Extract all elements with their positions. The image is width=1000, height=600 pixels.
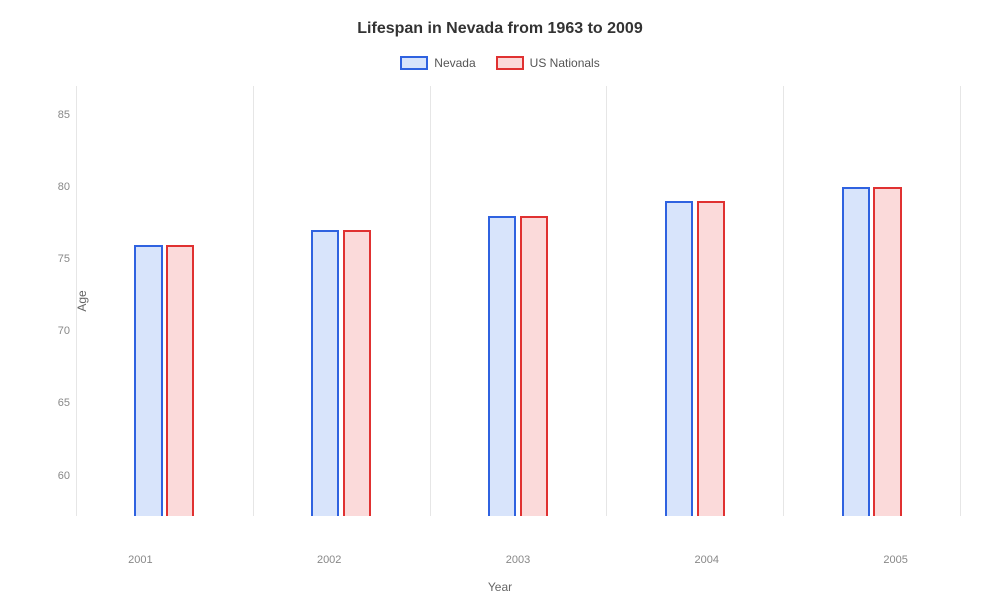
- bar: [134, 245, 162, 516]
- y-tick: 60: [36, 470, 70, 482]
- plot-area: Age 606570758085: [76, 86, 960, 516]
- legend-item-nevada: Nevada: [400, 56, 475, 70]
- x-axis-label: Year: [0, 580, 1000, 594]
- gridline: [783, 86, 784, 516]
- legend-swatch-nevada: [400, 56, 428, 70]
- y-tick: 75: [36, 253, 70, 265]
- gridline: [960, 86, 961, 516]
- x-tick: 2005: [883, 554, 907, 566]
- bar: [665, 201, 693, 516]
- bar: [343, 230, 371, 516]
- x-tick: 2004: [695, 554, 719, 566]
- chart-title: Lifespan in Nevada from 1963 to 2009: [30, 20, 970, 38]
- y-tick: 65: [36, 397, 70, 409]
- bars-layer: [76, 86, 960, 516]
- bar: [488, 216, 516, 516]
- legend: Nevada US Nationals: [30, 56, 970, 70]
- y-axis-ticks: 60 65 70 75 80 85: [36, 86, 70, 516]
- bar: [873, 187, 901, 516]
- gridline: [606, 86, 607, 516]
- x-tick: 2003: [506, 554, 530, 566]
- legend-item-us-nationals: US Nationals: [496, 56, 600, 70]
- legend-label-us-nationals: US Nationals: [530, 56, 600, 70]
- bar: [520, 216, 548, 516]
- y-tick: 80: [36, 181, 70, 193]
- bar: [697, 201, 725, 516]
- y-tick: 85: [36, 109, 70, 121]
- plot: [76, 86, 960, 516]
- gridline: [253, 86, 254, 516]
- legend-label-nevada: Nevada: [434, 56, 475, 70]
- gridline: [76, 86, 77, 516]
- chart-container: Lifespan in Nevada from 1963 to 2009 Nev…: [0, 0, 1000, 600]
- legend-swatch-us-nationals: [496, 56, 524, 70]
- gridline: [430, 86, 431, 516]
- bar: [166, 245, 194, 516]
- y-tick: 70: [36, 325, 70, 337]
- x-axis-ticks: 2001 2002 2003 2004 2005: [46, 550, 990, 570]
- bar: [842, 187, 870, 516]
- x-tick: 2002: [317, 554, 341, 566]
- x-tick: 2001: [128, 554, 152, 566]
- bar: [311, 230, 339, 516]
